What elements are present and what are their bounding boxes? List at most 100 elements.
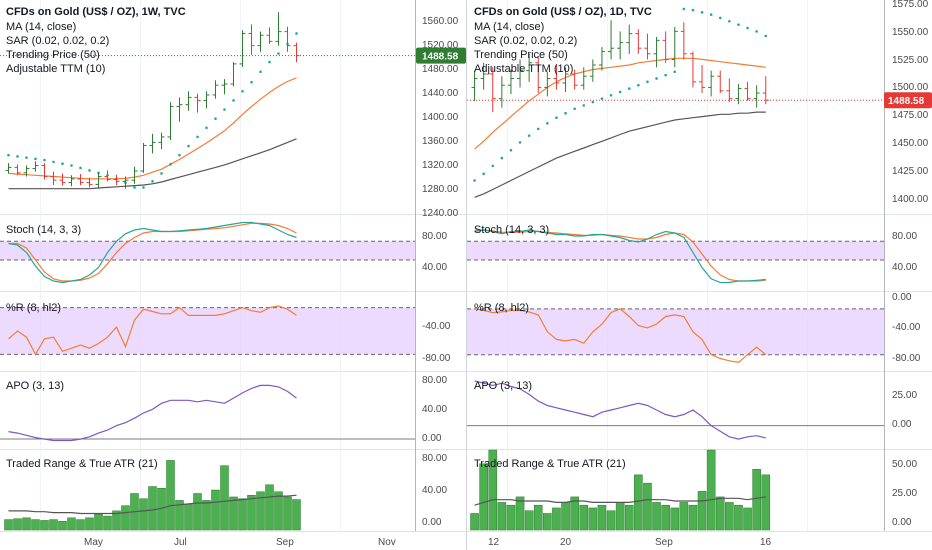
left-wr-line — [8, 305, 297, 356]
right-tr-tick: 25.00 — [892, 488, 917, 499]
right-x-axis: 12 20 Sep 16 — [488, 537, 772, 548]
left-tr-label: Traded Range & True ATR (21) — [6, 458, 158, 470]
left-x-axis: May Jul Sep Nov — [84, 537, 396, 548]
right-adjustable-ttm-line — [474, 111, 766, 198]
right-sar-dot — [728, 20, 731, 23]
right-apo-tick: 0.00 — [892, 419, 912, 430]
right-sar-dot — [500, 156, 504, 160]
right-last-price-tag-bg — [884, 92, 932, 109]
left-traded-range-bar — [139, 498, 148, 531]
left-candle — [203, 91, 210, 109]
right-candle — [480, 62, 487, 90]
left-price-tick: 1480.00 — [422, 64, 459, 75]
right-candles — [471, 20, 769, 113]
right-traded-range-bar — [606, 510, 616, 531]
left-sar-dot — [70, 164, 73, 167]
right-traded-range-bar — [706, 449, 716, 531]
right-x-tick: 20 — [560, 537, 572, 548]
left-traded-range-bar — [184, 503, 193, 531]
left-legend-ma: MA (14, close) — [6, 21, 76, 33]
left-candle — [131, 166, 138, 184]
right-price-tick: 1500.00 — [892, 82, 929, 93]
right-traded-range-bar — [615, 502, 625, 531]
right-legend-ma: MA (14, close) — [474, 21, 544, 33]
left-apo-tick: 40.00 — [422, 404, 447, 415]
right-tr-tick: 0.00 — [892, 517, 912, 528]
left-traded-range-bar — [175, 500, 184, 531]
right-candle — [699, 65, 706, 94]
right-sar-dot — [618, 90, 622, 94]
left-x-tick: Jul — [174, 537, 187, 548]
right-apo-axis: 25.00 0.00 — [892, 390, 917, 430]
left-sar-dot — [295, 32, 298, 35]
left-last-price-tag-bg — [416, 47, 466, 64]
left-candle — [176, 97, 183, 122]
left-candle — [113, 174, 120, 186]
left-sar-dot — [259, 70, 262, 74]
right-traded-range-bar — [715, 496, 725, 531]
right-sar-dot — [600, 97, 604, 100]
left-traded-range-bar — [103, 515, 112, 531]
right-price-axis: 1575.00 1550.00 1525.00 1500.00 1475.00 … — [892, 0, 929, 205]
right-price-tick: 1400.00 — [892, 194, 929, 205]
right-wr-tick: -40.00 — [892, 322, 921, 333]
right-candle — [562, 67, 569, 92]
right-traded-range-bar — [470, 513, 479, 531]
right-wr-band — [467, 308, 884, 355]
left-apo-tick: 80.00 — [422, 375, 447, 386]
right-sar-dot — [509, 148, 513, 152]
right-sar-dot — [664, 73, 667, 77]
right-traded-range-bar — [634, 474, 643, 531]
right-traded-range-bar — [533, 504, 543, 531]
right-sar-dot — [591, 100, 595, 104]
left-traded-range-bars — [4, 460, 301, 531]
right-sar-dot — [737, 23, 740, 26]
left-traded-range-bar — [121, 505, 130, 531]
right-traded-range-bar — [597, 504, 607, 531]
right-sar-dot — [582, 104, 586, 107]
left-candle — [122, 176, 129, 189]
right-stoch-tick: 40.00 — [892, 262, 917, 273]
right-candle — [526, 53, 533, 82]
left-traded-range-bar — [31, 519, 40, 531]
left-traded-range-bar — [202, 500, 211, 531]
right-tr-tick: 50.00 — [892, 459, 917, 470]
right-price-tick: 1550.00 — [892, 27, 929, 38]
left-traded-range-bar — [220, 465, 229, 531]
right-traded-range-bar — [734, 504, 743, 531]
right-candle — [735, 84, 742, 105]
left-sar-dot — [250, 80, 253, 84]
right-price-tick: 1575.00 — [892, 0, 929, 10]
left-sar-dot — [169, 163, 172, 166]
right-sar-dot — [609, 93, 613, 97]
right-traded-range-bar — [524, 510, 534, 531]
left-candle — [167, 102, 174, 140]
right-sar-dot — [555, 116, 558, 120]
right-sar-dot — [637, 83, 640, 87]
left-sar-dot — [277, 52, 280, 55]
right-last-price-tag: 1488.58 — [884, 92, 932, 109]
right-sar-dot — [546, 122, 549, 125]
left-sar-dot — [7, 153, 10, 157]
left-traded-range-bar — [148, 486, 157, 531]
left-traded-range-bar — [211, 489, 220, 531]
right-tr-label: Traded Range & True ATR (21) — [474, 458, 626, 470]
left-tr-tick: 0.00 — [422, 517, 442, 528]
right-price-tick: 1475.00 — [892, 110, 929, 121]
right-traded-range-bar — [479, 463, 488, 531]
left-candle — [86, 177, 93, 188]
left-wr-band — [0, 307, 415, 355]
right-price-tick: 1450.00 — [892, 138, 929, 149]
right-stoch-tick: 80.00 — [892, 231, 917, 242]
right-candle — [753, 85, 760, 108]
left-price-tick: 1320.00 — [422, 160, 459, 171]
right-sar-dot — [700, 11, 704, 14]
right-candle — [507, 69, 514, 95]
right-traded-range-bar — [670, 507, 680, 531]
left-traded-range-bar — [256, 491, 265, 531]
left-candle — [68, 175, 75, 187]
left-wr-axis: -40.00 -80.00 — [422, 321, 451, 364]
right-traded-range-bar — [488, 449, 498, 531]
left-candle — [266, 27, 273, 44]
